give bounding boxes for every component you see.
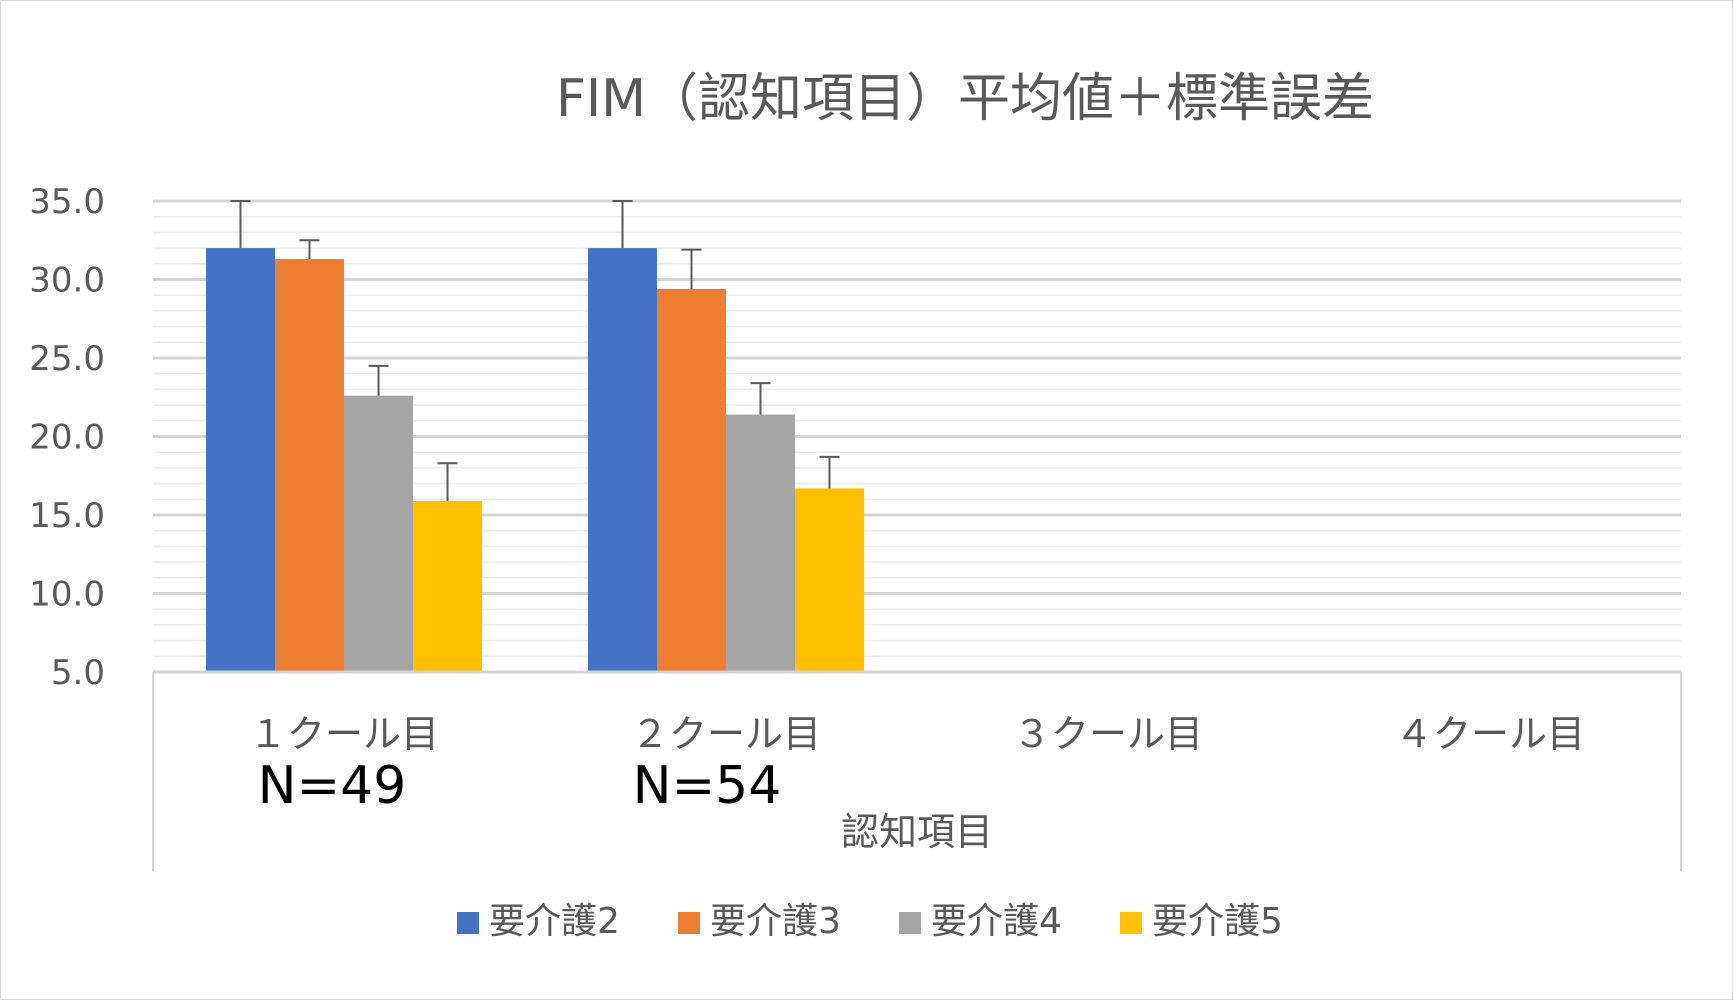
sample-size-labels: N=49 N=54 — [258, 756, 782, 816]
y-tick-label: 30.0 — [29, 261, 105, 301]
bar — [795, 488, 864, 672]
legend-swatch — [1120, 912, 1142, 934]
y-tick-label: 5.0 — [51, 653, 105, 693]
x-tick-label: ２クール目 — [631, 712, 821, 756]
x-tick-label: １クール目 — [249, 712, 439, 756]
bar — [413, 500, 482, 672]
bar — [344, 395, 413, 672]
x-axis — [152, 670, 1682, 871]
legend-label: 要介護4 — [931, 901, 1062, 942]
bar — [657, 288, 726, 672]
bars — [206, 248, 864, 672]
y-tick-label: 35.0 — [29, 182, 105, 222]
x-axis-ticks: １クール目 ２クール目 ３クール目 ４クール目 — [249, 712, 1585, 756]
sample-size-label: N=49 — [258, 756, 407, 816]
y-tick-label: 25.0 — [29, 339, 105, 379]
y-tick-label: 20.0 — [29, 418, 105, 458]
x-axis-label: 認知項目 — [841, 810, 993, 854]
bar — [206, 248, 275, 672]
x-tick-label: ４クール目 — [1395, 712, 1585, 756]
legend-swatch — [457, 912, 479, 934]
y-tick-label: 10.0 — [29, 575, 105, 615]
legend-label: 要介護5 — [1152, 901, 1283, 942]
legend-label: 要介護2 — [489, 901, 620, 942]
bar — [726, 414, 795, 672]
sample-size-label: N=54 — [633, 756, 782, 816]
legend-swatch — [678, 912, 700, 934]
error-bars — [230, 200, 840, 501]
bar — [275, 259, 344, 672]
chart-title: FIM（認知項目）平均値＋標準誤差 — [556, 69, 1374, 129]
y-axis-ticks: 5.0 10.0 15.0 20.0 25.0 30.0 35.0 — [29, 182, 105, 693]
legend: 要介護2 要介護3 要介護4 要介護5 — [457, 901, 1283, 942]
legend-swatch — [899, 912, 921, 934]
y-tick-label: 15.0 — [29, 496, 105, 536]
x-tick-label: ３クール目 — [1013, 712, 1203, 756]
legend-label: 要介護3 — [710, 901, 841, 942]
bar — [588, 248, 657, 672]
